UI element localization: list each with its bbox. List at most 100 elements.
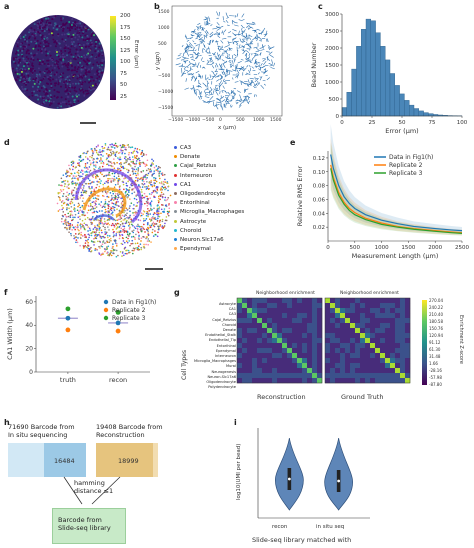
histogram-bar <box>418 110 424 117</box>
heatmap-cell <box>277 333 283 339</box>
heatmap-cell <box>395 353 401 359</box>
heatmap-cell <box>242 338 248 344</box>
panel-a-colorbar-tick: 150 <box>120 36 131 42</box>
heatmap-cell <box>395 348 401 354</box>
heatmap-cell <box>297 323 303 329</box>
heatmap-cell <box>317 333 323 339</box>
heatmap-cell <box>405 333 411 339</box>
heatmap-cell <box>340 303 346 309</box>
heatmap-cell <box>360 353 366 359</box>
heatmap-cell <box>375 378 381 384</box>
heatmap-cell <box>262 348 268 354</box>
heatmap-cell <box>282 328 288 334</box>
heatmap-cell <box>302 373 308 379</box>
heatmap-cell <box>370 328 376 334</box>
heatmap-cell <box>282 373 288 379</box>
heatmap-cell <box>257 323 263 329</box>
heatmap-cell <box>287 323 293 329</box>
legend-swatch <box>103 307 109 313</box>
heatmap-cell <box>395 338 401 344</box>
heatmap-cell <box>355 328 361 334</box>
heatmap-cell <box>330 368 336 374</box>
heatmap-cell <box>375 343 381 349</box>
legend-swatch <box>174 173 177 177</box>
heatmap-cell <box>325 333 331 339</box>
panel-e-xtick-label: 2500 <box>455 245 469 251</box>
heatmap-cell <box>390 343 396 349</box>
heatmap-cell <box>252 373 258 379</box>
heatmap-cell <box>325 308 331 314</box>
heatmap-cell <box>370 358 376 364</box>
heatmap-cell <box>292 373 298 379</box>
heatmap-cell <box>307 308 313 314</box>
heatmap-cell <box>400 363 406 369</box>
heatmap-cell <box>380 368 386 374</box>
heatmap-cell <box>247 338 253 344</box>
heatmap-cell <box>257 298 263 304</box>
legend-label: CA1 <box>180 181 192 188</box>
heatmap-cell <box>237 373 243 379</box>
panel-d-ca3-arc <box>93 214 115 221</box>
heatmap-cell <box>252 358 258 364</box>
heatmap-cell <box>335 363 341 369</box>
heatmap-cell <box>277 343 283 349</box>
panel-d-scalebar <box>145 268 163 270</box>
panel-c-xlabel: Error (μm) <box>385 127 418 135</box>
heatmap-cell <box>302 323 308 329</box>
heatmap-cell <box>390 298 396 304</box>
heatmap-cell <box>350 298 356 304</box>
heatmap-cell <box>355 348 361 354</box>
heatmap-cell <box>325 353 331 359</box>
panel-d-legend-item: CA3 <box>174 144 244 153</box>
heatmap-cell <box>312 378 318 384</box>
legend-swatch <box>174 182 177 186</box>
heatmap-cell <box>335 298 341 304</box>
heatmap-cell <box>312 353 318 359</box>
heatmap-cell <box>317 368 323 374</box>
panel-g-colorbar-tick: 150.76 <box>429 326 443 331</box>
panel-a-colorbar-tick: 50 <box>120 82 127 88</box>
heatmap-cell <box>287 373 293 379</box>
heatmap-cell <box>247 363 253 369</box>
heatmap-cell <box>267 343 273 349</box>
heatmap-cell <box>385 353 391 359</box>
heatmap-cell <box>252 303 258 309</box>
heatmap-cell <box>287 378 293 384</box>
heatmap-cell <box>350 338 356 344</box>
heatmap-cell <box>297 343 303 349</box>
heatmap-cell <box>385 358 391 364</box>
heatmap-cell <box>375 328 381 334</box>
heatmap-cell <box>370 368 376 374</box>
panel-h-right-matched <box>96 443 153 477</box>
panel-b-displacement-map <box>171 5 283 117</box>
heatmap-cell <box>272 378 278 384</box>
heatmap-cell <box>292 338 298 344</box>
heatmap-cell <box>405 348 411 354</box>
heatmap-cell <box>317 313 323 319</box>
panel-e-xlabel: Measurement Length (μm) <box>352 252 439 260</box>
heatmap-cell <box>292 303 298 309</box>
heatmap-cell <box>325 338 331 344</box>
heatmap-cell <box>345 363 351 369</box>
heatmap-cell <box>330 378 336 384</box>
heatmap-cell <box>375 323 381 329</box>
panel-h-arrows <box>63 476 121 505</box>
heatmap-cell <box>370 363 376 369</box>
heatmap-cell <box>395 343 401 349</box>
heatmap-cell <box>287 353 293 359</box>
panel-a-colorbar-tick: 125 <box>120 47 131 54</box>
heatmap-cell <box>252 328 258 334</box>
heatmap-cell <box>312 368 318 374</box>
heatmap-cell <box>370 378 376 384</box>
heatmap-cell <box>395 333 401 339</box>
series-line <box>330 168 463 234</box>
heatmap-cell <box>287 338 293 344</box>
heatmap-cell <box>307 363 313 369</box>
legend-swatch <box>174 155 177 159</box>
heatmap-cell <box>277 378 283 384</box>
heatmap-cell <box>400 323 406 329</box>
heatmap-cell <box>390 328 396 334</box>
heatmap-cell <box>405 343 411 349</box>
panel-g-xlabel-left: Reconstruction <box>257 393 306 401</box>
heatmap-cell <box>312 303 318 309</box>
